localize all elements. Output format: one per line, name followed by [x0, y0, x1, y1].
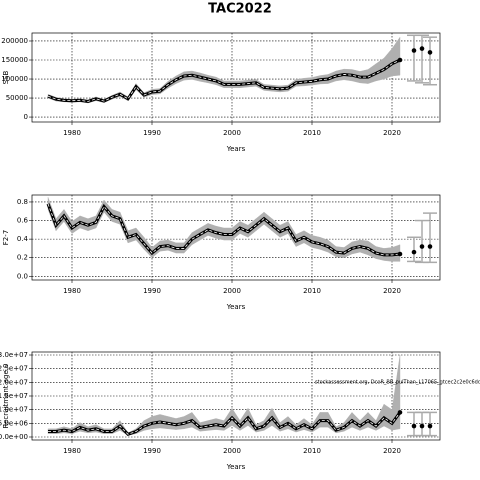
- x-tick-label: 2000: [223, 447, 241, 455]
- x-tick-label: 1990: [143, 287, 161, 295]
- annotation: stockassessment.org, DcoR_BB_pulThan_L17…: [315, 380, 480, 386]
- y-tick-label: 0.4: [17, 235, 29, 243]
- x-axis-label: Years: [226, 463, 246, 471]
- y-tick-label: 0.2: [17, 254, 28, 262]
- y-tick-label: 150000: [1, 56, 28, 64]
- estimate-line-dash: [48, 412, 401, 435]
- forecast-point: [411, 48, 417, 53]
- y-axis-label: Recruitment age 0: [2, 364, 10, 429]
- plot-frame: [31, 351, 441, 441]
- y-tick-label: 2.0e+07: [0, 378, 28, 386]
- y-tick-label: 0: [24, 113, 28, 121]
- x-tick-label: 1980: [63, 447, 81, 455]
- y-tick-label: 1.0e+07: [0, 406, 28, 414]
- x-tick-label: 1990: [143, 129, 161, 137]
- y-tick-label: 200000: [1, 37, 28, 45]
- x-tick-label: 1980: [63, 129, 81, 137]
- estimate-line-dash: [47, 59, 401, 102]
- y-tick-label: 2.5e+07: [0, 365, 28, 373]
- y-axis-label: SSB: [2, 70, 10, 84]
- figure-title: TAC2022: [208, 2, 272, 17]
- forecast-point: [427, 50, 433, 55]
- x-tick-label: 2010: [303, 129, 321, 137]
- forecast-point: [419, 423, 425, 429]
- x-tick-label: 2020: [383, 129, 401, 137]
- x-tick-label: 1980: [63, 287, 81, 295]
- y-tick-label: 50000: [6, 94, 28, 102]
- y-tick-label: 5.0e+06: [0, 419, 29, 427]
- forecast-point: [419, 244, 425, 249]
- plot-frame: [31, 32, 441, 123]
- x-tick-label: 2010: [303, 447, 321, 455]
- forecast-point: [427, 423, 433, 429]
- x-tick-label: 2000: [223, 129, 241, 137]
- estimate-line-dash: [47, 203, 401, 256]
- last-point: [397, 57, 403, 63]
- y-tick-label: 0.8: [17, 198, 28, 206]
- x-axis-label: Years: [226, 303, 246, 311]
- x-tick-label: 1990: [143, 447, 161, 455]
- y-tick-label: 0.0: [17, 272, 28, 280]
- x-tick-label: 2000: [223, 287, 241, 295]
- y-tick-label: 100000: [1, 75, 28, 83]
- x-tick-label: 2010: [303, 287, 321, 295]
- last-point: [397, 410, 403, 415]
- forecast-point: [411, 423, 417, 429]
- confidence-band: [391, 36, 401, 77]
- forecast-point: [419, 46, 425, 51]
- x-tick-label: 2020: [383, 447, 401, 455]
- plot-frame: [31, 194, 441, 281]
- y-tick-label: 1.5e+07: [0, 392, 28, 400]
- y-tick-label: 0.0e+00: [0, 433, 28, 441]
- x-axis-label: Years: [226, 145, 246, 153]
- forecast-point: [427, 244, 433, 249]
- x-tick-label: 2020: [383, 287, 401, 295]
- y-tick-label: 3.0e+07: [0, 351, 28, 359]
- y-axis-label: F2-7: [2, 230, 10, 245]
- last-point: [397, 251, 403, 257]
- y-tick-label: 0.6: [17, 217, 29, 225]
- forecast-point: [411, 249, 417, 255]
